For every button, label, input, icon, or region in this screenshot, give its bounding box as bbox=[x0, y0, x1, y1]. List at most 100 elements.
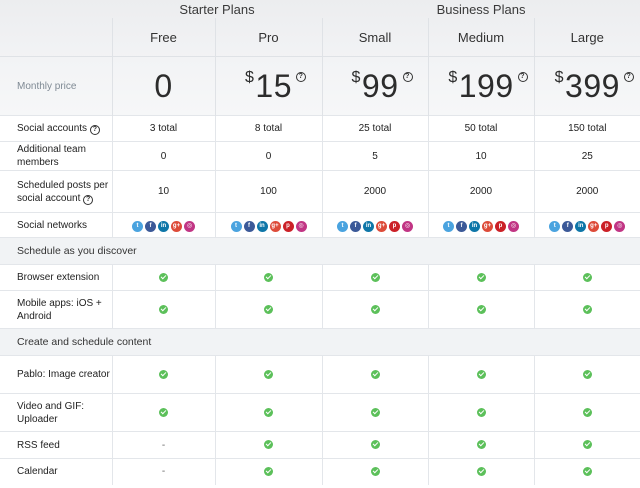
twitter-icon: t bbox=[132, 220, 143, 232]
google-plus-icon: g+ bbox=[171, 220, 182, 232]
social-networks-small: t f in g+ p ◎ bbox=[321, 212, 428, 238]
google-plus-icon: g+ bbox=[588, 220, 600, 232]
price-cell-medium: $199? bbox=[427, 56, 534, 116]
team-members-row: Additional team members 0 0 5 10 25 bbox=[0, 141, 640, 171]
rss-feed-row: RSS feed - bbox=[0, 431, 640, 459]
team-members-medium: 10 bbox=[427, 141, 534, 171]
scheduled-posts-free: 10 bbox=[111, 170, 215, 213]
help-icon[interactable]: ? bbox=[402, 72, 413, 82]
row-label-video-gif: Video and GIF: Uploader bbox=[0, 393, 112, 432]
linkedin-icon: in bbox=[256, 220, 268, 232]
mobile-apps-row: Mobile apps: iOS + Android bbox=[0, 290, 640, 329]
linkedin-icon: in bbox=[469, 220, 480, 232]
help-icon[interactable]: ? bbox=[83, 194, 94, 205]
check-icon bbox=[582, 467, 592, 477]
social-accounts-large: 150 total bbox=[533, 115, 640, 142]
scheduled-posts-row: Scheduled posts per social account ? 10 … bbox=[0, 170, 640, 213]
price-free: 0 bbox=[154, 68, 173, 104]
linkedin-icon: in bbox=[575, 220, 587, 232]
instagram-icon: ◎ bbox=[295, 220, 307, 232]
video-gif-row: Video and GIF: Uploader bbox=[0, 393, 640, 432]
help-icon[interactable]: ? bbox=[89, 125, 100, 135]
check-icon bbox=[159, 407, 168, 417]
check-icon bbox=[476, 467, 486, 477]
twitter-icon: t bbox=[443, 220, 454, 232]
linkedin-icon: in bbox=[363, 220, 374, 232]
social-accounts-row: Social accounts ? 3 total 8 total 25 tot… bbox=[0, 115, 640, 142]
check-icon bbox=[370, 440, 380, 450]
check-icon bbox=[582, 407, 592, 417]
plan-name-pro: Pro bbox=[214, 18, 322, 57]
twitter-icon: t bbox=[549, 220, 561, 232]
check-icon bbox=[582, 272, 592, 282]
pinterest-icon: p bbox=[601, 220, 613, 232]
pablo-row: Pablo: Image creator bbox=[0, 355, 640, 394]
not-included-dash: - bbox=[161, 466, 166, 478]
price-cell-large: $399? bbox=[533, 56, 640, 116]
instagram-icon: ◎ bbox=[402, 220, 413, 232]
row-label-social-networks: Social networks bbox=[0, 212, 112, 238]
price-cell-pro: $15? bbox=[214, 56, 322, 116]
plan-name-small: Small bbox=[321, 18, 428, 57]
linkedin-icon: in bbox=[158, 220, 169, 232]
check-icon bbox=[370, 467, 380, 477]
section-title-schedule: Schedule as you discover bbox=[0, 237, 640, 265]
social-networks-row: Social networks t f in g+ ◎ t f in g+ p ◎ t f in g+ p… bbox=[0, 212, 640, 238]
group-starter: Starter Plans bbox=[179, 1, 255, 17]
help-icon[interactable]: ? bbox=[296, 72, 306, 82]
team-members-small: 5 bbox=[321, 141, 428, 171]
pinterest-icon: p bbox=[389, 220, 400, 232]
check-icon bbox=[264, 407, 273, 417]
social-networks-large: t f in g+ p ◎ bbox=[533, 212, 640, 238]
social-networks-free: t f in g+ ◎ bbox=[111, 212, 215, 238]
team-members-pro: 0 bbox=[214, 141, 322, 171]
social-networks-medium: t f in g+ p ◎ bbox=[427, 212, 534, 238]
not-included-dash: - bbox=[161, 439, 166, 451]
row-label-monthly-price: Monthly price bbox=[0, 56, 112, 116]
price-cell-free: 0 bbox=[111, 56, 215, 116]
check-icon bbox=[264, 304, 273, 314]
group-business: Business Plans bbox=[436, 1, 526, 17]
price-small: $99? bbox=[352, 70, 413, 102]
instagram-icon: ◎ bbox=[184, 220, 195, 232]
section-create-row: Create and schedule content bbox=[0, 328, 640, 356]
check-icon bbox=[370, 304, 380, 314]
plan-name-free: Free bbox=[111, 18, 215, 57]
check-icon bbox=[476, 440, 486, 450]
price-large: $399? bbox=[555, 70, 634, 102]
help-icon[interactable]: ? bbox=[517, 72, 528, 82]
help-icon[interactable]: ? bbox=[623, 72, 634, 82]
check-icon bbox=[264, 369, 273, 379]
twitter-icon: t bbox=[230, 220, 242, 232]
section-title-create: Create and schedule content bbox=[0, 328, 640, 356]
check-icon bbox=[264, 467, 273, 477]
check-icon bbox=[476, 304, 486, 314]
row-label-social-accounts: Social accounts ? bbox=[0, 115, 112, 142]
check-icon bbox=[476, 369, 486, 379]
plan-name-row: Free Pro Small Medium Large bbox=[0, 18, 640, 57]
team-members-free: 0 bbox=[111, 141, 215, 171]
instagram-icon: ◎ bbox=[508, 220, 519, 232]
scheduled-posts-pro: 100 bbox=[214, 170, 322, 213]
browser-extension-row: Browser extension bbox=[0, 264, 640, 291]
scheduled-posts-medium: 2000 bbox=[427, 170, 534, 213]
social-accounts-free: 3 total bbox=[111, 115, 215, 142]
check-icon bbox=[159, 272, 168, 282]
check-icon bbox=[370, 407, 380, 417]
google-plus-icon: g+ bbox=[482, 220, 493, 232]
scheduled-posts-small: 2000 bbox=[321, 170, 428, 213]
twitter-icon: t bbox=[337, 220, 348, 232]
facebook-icon: f bbox=[243, 220, 255, 232]
check-icon bbox=[476, 407, 486, 417]
facebook-icon: f bbox=[562, 220, 574, 232]
price-medium: $199? bbox=[448, 70, 528, 102]
check-icon bbox=[582, 304, 592, 314]
row-label-pablo: Pablo: Image creator bbox=[0, 355, 112, 394]
check-icon bbox=[582, 369, 592, 379]
plan-name-medium: Medium bbox=[427, 18, 534, 57]
check-icon bbox=[476, 272, 486, 282]
price-pro: $15? bbox=[245, 70, 306, 102]
check-icon bbox=[370, 272, 380, 282]
